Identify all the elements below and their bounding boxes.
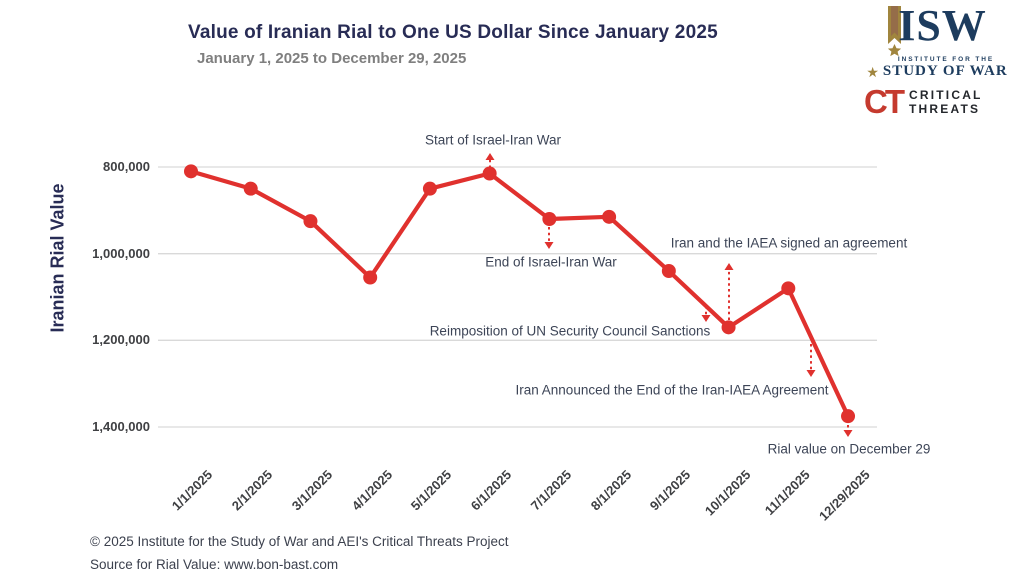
y-tick-label: 800,000 [103, 159, 150, 174]
data-point [363, 270, 378, 285]
y-tick-label: 1,200,000 [92, 332, 150, 348]
isw-logo-top: ISW [856, 4, 1018, 58]
annotation-arrowhead-icon [843, 430, 853, 437]
logo-block: ISW INSTITUTE FOR THE ★ STUDY OF WAR CT … [856, 4, 1018, 120]
data-point [542, 212, 557, 226]
ct-name-critical: CRITICAL [909, 87, 983, 102]
annotation-arrowhead-icon [806, 370, 816, 377]
ct-names: CRITICAL THREATS [909, 87, 983, 116]
ct-acronym: CT [864, 83, 905, 120]
annotation-label: Iran and the IAEA signed an agreement [670, 235, 908, 251]
y-tick-label: 1,400,000 [92, 419, 150, 434]
page-subtitle: January 1, 2025 to December 29, 2025 [197, 50, 467, 67]
data-point [422, 181, 437, 196]
isw-tagline-study: ★ STUDY OF WAR [856, 63, 1018, 80]
data-point [841, 409, 856, 424]
isw-tagline-institute: INSTITUTE FOR THE [897, 56, 995, 63]
y-tick-label: 1,000,000 [92, 245, 150, 261]
annotation-arrowhead-icon [724, 263, 734, 270]
annotation-label: Reimposition of UN Security Council Sanc… [429, 323, 711, 339]
data-point [721, 320, 736, 335]
data-point [184, 164, 198, 179]
data-point [482, 166, 497, 181]
annotation-arrowhead-icon [544, 242, 554, 249]
ct-name-threats: THREATS [909, 101, 981, 116]
annotation-arrowhead-icon [701, 315, 711, 322]
annotation-label: Rial value on December 29 [767, 441, 931, 457]
data-point [243, 181, 258, 196]
isw-logo: ISW INSTITUTE FOR THE ★ STUDY OF WAR [856, 4, 1018, 80]
isw-acronym: ISW [898, 1, 987, 50]
annotation-arrowhead-icon [485, 153, 495, 160]
footer-copyright: © 2025 Institute for the Study of War an… [90, 534, 509, 549]
annotation-label: End of Israel-Iran War [485, 254, 617, 270]
page-title: Value of Iranian Rial to One US Dollar S… [188, 22, 718, 43]
data-point [602, 209, 617, 224]
isw-star-icon: ★ [866, 63, 879, 80]
ct-logo: CT CRITICAL THREATS [864, 83, 1018, 120]
data-point [303, 214, 318, 229]
footer-source: Source for Rial Value: www.bon-bast.com [90, 557, 339, 572]
annotation-label: Iran Announced the End of the Iran-IAEA … [515, 382, 829, 398]
annotation-label: Start of Israel-Iran War [424, 132, 562, 148]
trend-line [188, 169, 851, 419]
data-point [781, 281, 796, 296]
isw-tagline-study-text: STUDY OF WAR [882, 63, 1008, 79]
isw-ribbon-icon [888, 6, 902, 57]
data-point [661, 264, 676, 278]
